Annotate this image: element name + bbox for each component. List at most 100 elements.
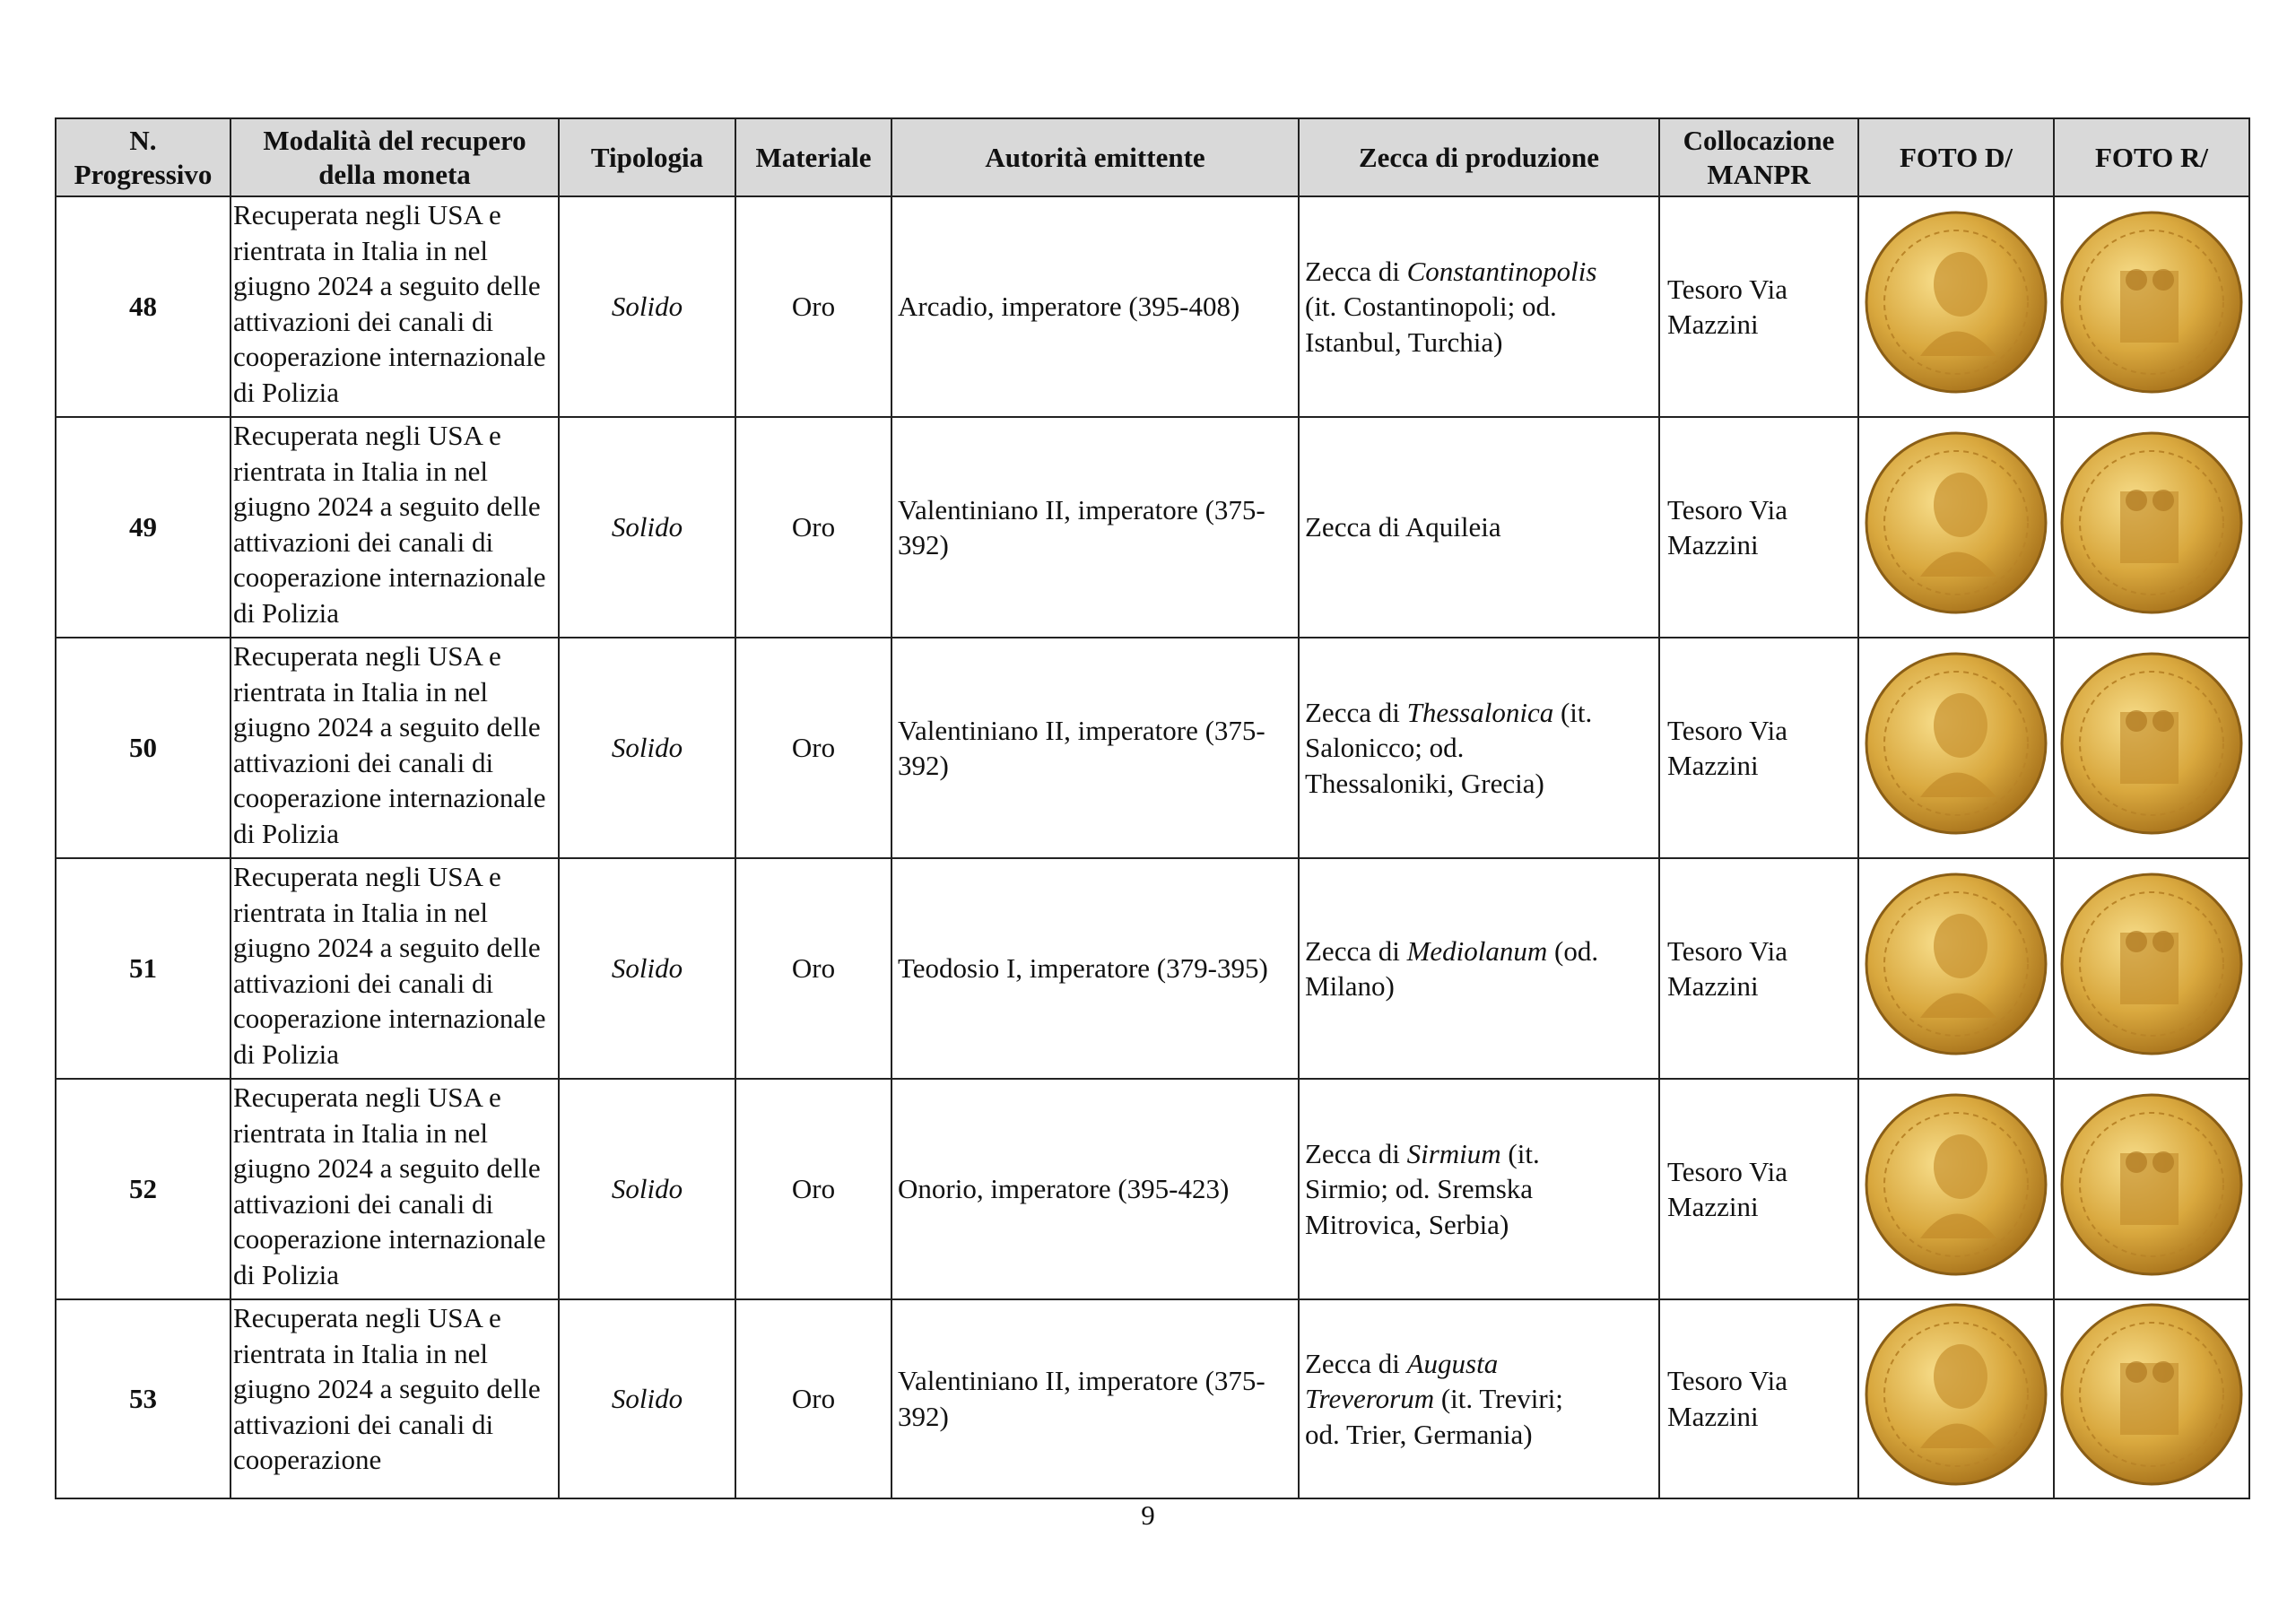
progressive-number: 51 — [55, 857, 231, 1080]
coin-photo — [2060, 1303, 2243, 1486]
progressive-number: 52 — [55, 1078, 231, 1300]
mint: Zecca di Mediolanum (od. Milano) — [1298, 857, 1660, 1080]
location: Tesoro Via Mazzini — [1658, 1078, 1859, 1300]
photo-reverse — [2053, 1078, 2250, 1300]
issuing-authority: Valentiniano II, imperatore (375-392) — [891, 416, 1300, 638]
recovery-method: Recuperata negli USA e rientrata in Ital… — [230, 637, 560, 859]
mint-text: (od. Milano) — [1305, 934, 1599, 1003]
recovery-method: Recuperata negli USA e rientrata in Ital… — [230, 416, 560, 638]
mint-text: (it. Sirmio; od. Sremska Mitrovica, Serb… — [1305, 1137, 1540, 1240]
coin-table: N. Progressivo Modalità del recupero dell… — [55, 117, 2250, 1499]
mint-text: Augusta Treverorum — [1305, 1347, 1499, 1415]
issuing-authority: Onorio, imperatore (395-423) — [891, 1078, 1300, 1300]
table-row: 53 Recuperata negli USA e rientrata in It… — [55, 1298, 2250, 1499]
coin-photo — [1865, 873, 2048, 1055]
coin-photo — [2060, 211, 2243, 394]
coin-type: Solido — [558, 637, 736, 859]
mint-text: Constantinopolis — [1406, 255, 1597, 287]
progressive-number: 53 — [55, 1298, 231, 1499]
coin-type: Solido — [558, 195, 736, 418]
coin-photo — [1865, 1093, 2048, 1276]
header-row: N. Progressivo Modalità del recupero dell… — [55, 117, 2250, 197]
recovery-method: Recuperata negli USA e rientrata in Ital… — [230, 857, 560, 1080]
coin-photo — [2060, 431, 2243, 614]
header-cell: FOTO R/ — [2053, 117, 2250, 197]
issuing-authority: Valentiniano II, imperatore (375-392) — [891, 637, 1300, 859]
table-row: 48 Recuperata negli USA e rientrata in It… — [55, 195, 2250, 418]
page-number: 9 — [1141, 1499, 1155, 1531]
mint: Zecca di Thessalonica (it. Salonicco; od… — [1298, 637, 1660, 859]
coin-photo — [2060, 652, 2243, 835]
header-cell: Modalità del recupero della moneta — [230, 117, 560, 197]
header-cell: Autorità emittente — [891, 117, 1300, 197]
header-cell: Zecca di produzione — [1298, 117, 1660, 197]
material: Oro — [735, 416, 892, 638]
location: Tesoro Via Mazzini — [1658, 637, 1859, 859]
issuing-authority: Valentiniano II, imperatore (375-392) — [891, 1298, 1300, 1499]
material: Oro — [735, 637, 892, 859]
material: Oro — [735, 857, 892, 1080]
photo-reverse — [2053, 416, 2250, 638]
material: Oro — [735, 195, 892, 418]
mint-text: Mediolanum — [1406, 934, 1548, 967]
coin-photo — [1865, 431, 2048, 614]
location: Tesoro Via Mazzini — [1658, 1298, 1859, 1499]
photo-obverse — [1857, 1078, 2055, 1300]
mint: Zecca di Sirmium (it. Sirmio; od. Sremsk… — [1298, 1078, 1660, 1300]
table-body: 48 Recuperata negli USA e rientrata in It… — [55, 195, 2250, 1499]
coin-type: Solido — [558, 1078, 736, 1300]
recovery-method: Recuperata negli USA e rientrata in Ital… — [230, 1298, 560, 1499]
photo-obverse — [1857, 416, 2055, 638]
mint-text: (it. Salonicco; od. Thessaloniki, Grecia… — [1305, 696, 1593, 799]
location: Tesoro Via Mazzini — [1658, 195, 1859, 418]
mint-text: Zecca di — [1305, 1347, 1407, 1379]
progressive-number: 50 — [55, 637, 231, 859]
photo-obverse — [1857, 1298, 2055, 1499]
photo-reverse — [2053, 195, 2250, 418]
mint-text: Zecca di — [1305, 934, 1407, 967]
mint: Zecca di Augusta Treverorum (it. Treviri… — [1298, 1298, 1660, 1499]
header-cell: Materiale — [735, 117, 892, 197]
coin-photo — [2060, 1093, 2243, 1276]
mint-text: Sirmium — [1406, 1137, 1501, 1169]
coin-photo — [2060, 873, 2243, 1055]
coin-photo — [1865, 1303, 2048, 1486]
coin-type: Solido — [558, 857, 736, 1080]
header-cell: FOTO D/ — [1857, 117, 2055, 197]
table-row: 50 Recuperata negli USA e rientrata in It… — [55, 637, 2250, 859]
header-cell: Tipologia — [558, 117, 736, 197]
mint: Zecca di Constantinopolis (it. Costantin… — [1298, 195, 1660, 418]
photo-reverse — [2053, 1298, 2250, 1499]
mint-text: Zecca di — [1305, 696, 1407, 728]
recovery-method: Recuperata negli USA e rientrata in Ital… — [230, 195, 560, 418]
mint: Zecca di Aquileia — [1298, 416, 1660, 638]
photo-obverse — [1857, 195, 2055, 418]
mint-text: Zecca di — [1305, 1137, 1407, 1169]
issuing-authority: Arcadio, imperatore (395-408) — [891, 195, 1300, 418]
photo-reverse — [2053, 637, 2250, 859]
location: Tesoro Via Mazzini — [1658, 857, 1859, 1080]
material: Oro — [735, 1298, 892, 1499]
coin-photo — [1865, 211, 2048, 394]
table-row: 49 Recuperata negli USA e rientrata in It… — [55, 416, 2250, 638]
coin-type: Solido — [558, 416, 736, 638]
photo-obverse — [1857, 857, 2055, 1080]
material: Oro — [735, 1078, 892, 1300]
header-cell: N. Progressivo — [55, 117, 231, 197]
progressive-number: 49 — [55, 416, 231, 638]
photo-obverse — [1857, 637, 2055, 859]
progressive-number: 48 — [55, 195, 231, 418]
mint-text: (it. Treviri; od. Trier, Germania) — [1305, 1383, 1563, 1450]
table-row: 51 Recuperata negli USA e rientrata in It… — [55, 857, 2250, 1080]
mint-text: (it. Costantinopoli; od. Istanbul, Turch… — [1305, 291, 1557, 358]
coin-type: Solido — [558, 1298, 736, 1499]
location: Tesoro Via Mazzini — [1658, 416, 1859, 638]
mint-text: Thessalonica — [1406, 696, 1554, 728]
mint-text: Zecca di — [1305, 255, 1407, 287]
mint-text: Zecca di Aquileia — [1305, 511, 1501, 543]
table-row: 52 Recuperata negli USA e rientrata in It… — [55, 1078, 2250, 1300]
recovery-method: Recuperata negli USA e rientrata in Ital… — [230, 1078, 560, 1300]
header-cell: Collocazione MANPR — [1658, 117, 1859, 197]
photo-reverse — [2053, 857, 2250, 1080]
